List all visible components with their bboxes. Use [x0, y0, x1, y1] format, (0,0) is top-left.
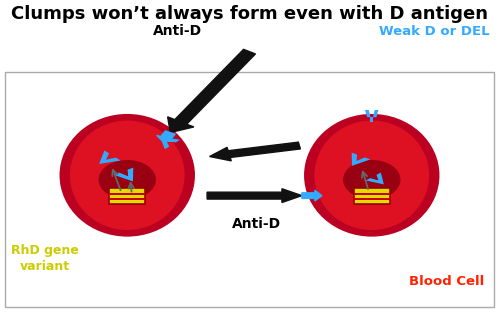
Bar: [109, 198, 145, 200]
Bar: [354, 193, 390, 195]
Bar: [370, 117, 373, 122]
Polygon shape: [160, 136, 180, 149]
Polygon shape: [99, 151, 121, 164]
Text: Weak D or DEL: Weak D or DEL: [379, 25, 490, 38]
Bar: [354, 188, 390, 204]
Text: Blood Cell: Blood Cell: [409, 275, 484, 288]
Bar: [109, 188, 145, 204]
Ellipse shape: [314, 121, 429, 230]
Polygon shape: [352, 153, 370, 166]
Ellipse shape: [59, 114, 195, 237]
Text: Clumps won’t always form even with D antigen: Clumps won’t always form even with D ant…: [11, 5, 488, 23]
Ellipse shape: [70, 121, 185, 230]
FancyArrow shape: [210, 142, 300, 161]
Ellipse shape: [304, 114, 440, 237]
Polygon shape: [373, 110, 378, 117]
FancyArrow shape: [168, 49, 255, 133]
Bar: [354, 198, 390, 200]
Text: Anti-D: Anti-D: [153, 24, 202, 38]
FancyBboxPatch shape: [5, 72, 494, 307]
FancyArrow shape: [207, 189, 302, 203]
Polygon shape: [114, 167, 133, 182]
Text: Anti-D: Anti-D: [233, 217, 281, 231]
FancyArrow shape: [302, 190, 322, 201]
Polygon shape: [365, 110, 370, 117]
Text: RhD gene
variant: RhD gene variant: [11, 244, 79, 273]
FancyArrow shape: [157, 131, 175, 141]
Polygon shape: [366, 172, 384, 184]
Bar: [109, 193, 145, 195]
Ellipse shape: [343, 160, 400, 199]
Ellipse shape: [99, 160, 156, 199]
